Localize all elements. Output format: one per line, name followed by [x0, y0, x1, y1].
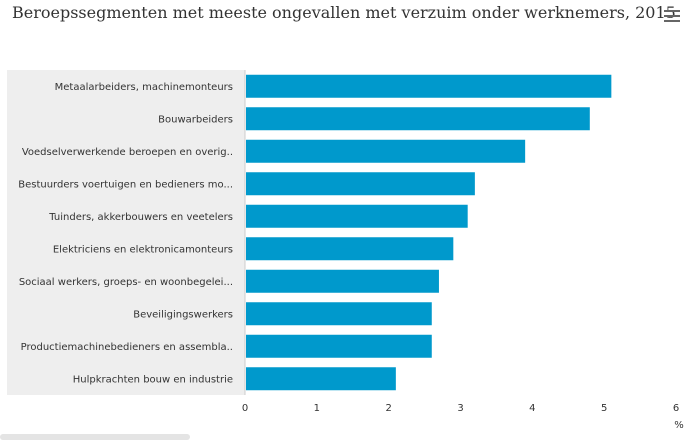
category-label: Sociaal werkers, groeps- en woonbegelei.… — [19, 277, 233, 288]
x-tick-label: 0 — [242, 403, 248, 414]
category-label: Elektriciens en elektronicamonteurs — [53, 244, 233, 255]
x-tick-label: 1 — [314, 403, 320, 414]
category-label: Hulpkrachten bouw en industrie — [73, 374, 233, 385]
category-label-panel — [7, 70, 245, 395]
category-label: Tuinders, akkerbouwers en veetelers — [48, 212, 233, 223]
scroll-indicator — [0, 434, 190, 440]
x-tick-label: 6 — [673, 403, 679, 414]
x-tick-label: 3 — [457, 403, 463, 414]
x-tick-label: 2 — [385, 403, 391, 414]
bar[interactable] — [246, 204, 468, 228]
bar[interactable] — [246, 139, 526, 163]
bar[interactable] — [246, 107, 590, 131]
category-label: Bouwarbeiders — [158, 114, 233, 125]
bar[interactable] — [246, 237, 454, 261]
x-tick-label: 4 — [529, 403, 535, 414]
category-label: Beveiligingswerkers — [133, 309, 233, 320]
x-tick-label: 5 — [601, 403, 607, 414]
category-label: Productiemachinebedieners en assembla.. — [21, 342, 233, 353]
bar[interactable] — [246, 74, 612, 98]
bar[interactable] — [246, 269, 439, 293]
hamburger-menu-icon[interactable] — [664, 10, 680, 24]
chart-title: Beroepssegmenten met meeste ongevallen m… — [12, 3, 676, 22]
category-label: Bestuurders voertuigen en bedieners mo..… — [18, 179, 233, 190]
bar[interactable] — [246, 367, 396, 391]
category-label: Metaalarbeiders, machinemonteurs — [55, 82, 233, 93]
category-label: Voedselverwerkende beroepen en overig.. — [22, 147, 233, 158]
bar[interactable] — [246, 172, 475, 196]
x-unit-label: % — [674, 420, 684, 431]
bar[interactable] — [246, 334, 432, 358]
bar[interactable] — [246, 302, 432, 326]
